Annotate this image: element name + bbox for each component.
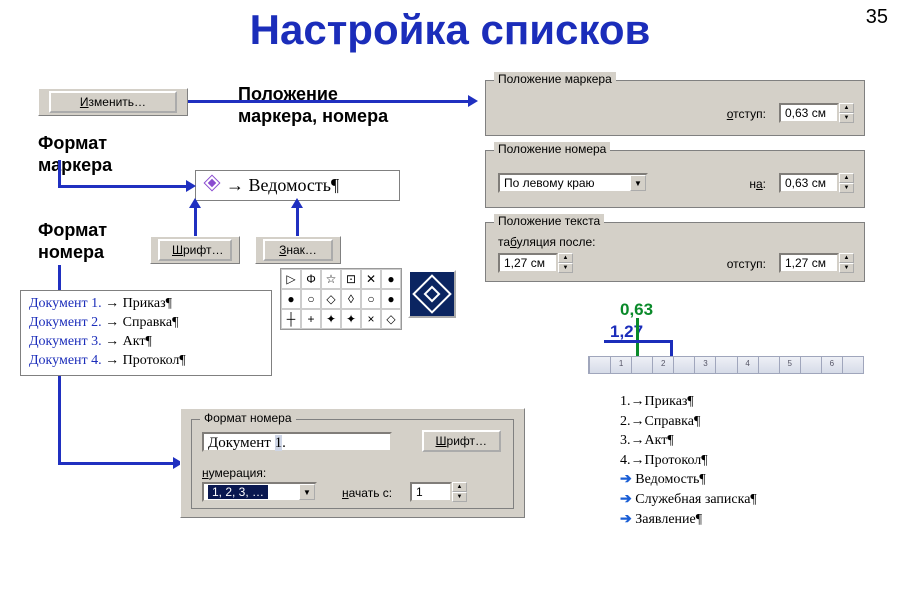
diamond-icon <box>204 175 221 192</box>
char-button[interactable]: Знак… <box>263 239 333 261</box>
group-number-position: Положение номера По левому краю▼ на: 0,6… <box>485 150 865 208</box>
list-item: Документ 3. → Акт¶ <box>29 333 263 352</box>
edit-button[interactable]: ИИзменить…зменить… <box>49 91 177 113</box>
on-label: на: <box>749 177 766 191</box>
label-format-marker: Формат маркера <box>38 133 112 176</box>
list-item: Документ 2. → Справка¶ <box>29 314 263 333</box>
group-text-position: Положение текста табуляция после: 1,27 с… <box>485 222 865 282</box>
selected-char-preview <box>408 270 456 318</box>
blue-bracket-h <box>604 340 672 343</box>
green-marker <box>636 318 639 358</box>
start-label: начать с: <box>342 486 392 500</box>
group-marker-position: Положение маркера отступ: 0,63 см ▲▼ <box>485 80 865 136</box>
font-button-2[interactable]: Шрифт… <box>422 430 501 452</box>
sample-bullet-line: → Ведомость¶ <box>195 170 400 201</box>
numbering-select[interactable]: 1, 2, 3, …▼ <box>202 482 317 502</box>
start-spinner[interactable]: 1 ▲▼ <box>410 482 467 502</box>
group-title: Положение маркера <box>494 72 616 86</box>
label-format-number: Формат номера <box>38 220 107 263</box>
arrow-v1 <box>58 160 61 188</box>
align-select[interactable]: По левому краю▼ <box>498 173 648 193</box>
number-on-spinner[interactable]: 0,63 см ▲▼ <box>779 173 854 193</box>
text-indent-spinner[interactable]: 1,27 см ▲▼ <box>779 253 854 273</box>
list-item: Документ 4. → Протокол¶ <box>29 352 263 371</box>
number-format-sample[interactable]: Документ 1. <box>202 432 392 452</box>
document-list: Документ 1. → Приказ¶ Документ 2. → Спра… <box>20 290 272 376</box>
numbering-label: нумерация: <box>202 466 266 480</box>
numbered-preview-list: 1.→Приказ¶ 2.→Справка¶ 3.→Акт¶ 4.→Проток… <box>620 392 757 529</box>
arrow-char-up <box>296 208 299 236</box>
tab-after-spinner[interactable]: 1,27 см ▲▼ <box>498 253 573 273</box>
arrow-font-up <box>194 208 197 236</box>
arrow-h1 <box>58 185 186 188</box>
panel-number-format: Формат номера Документ 1. Шрифт… нумерац… <box>180 408 525 518</box>
font-button[interactable]: Шрифт… <box>158 239 232 261</box>
marker-indent-spinner[interactable]: 0,63 см ▲▼ <box>779 103 854 123</box>
character-grid[interactable]: ▷Φ☆⊡✕● ●○◇◊○● ┼+✦✦×◇ <box>280 268 402 330</box>
group-title: Положение текста <box>494 214 604 228</box>
group-title: Формат номера <box>200 411 296 425</box>
list-item: Документ 1. → Приказ¶ <box>29 295 263 314</box>
ruler-value-1: 0,63 <box>620 300 653 320</box>
label-position: Положение маркера, номера <box>238 84 388 127</box>
slide-title: Настройка списков <box>0 6 900 54</box>
indent-label: отступ: <box>727 107 766 121</box>
arrow-fmtnum-h <box>58 462 173 465</box>
ruler: 123456 <box>588 356 864 374</box>
group-title: Положение номера <box>494 142 610 156</box>
tab-after-label: табуляция после: <box>498 235 595 249</box>
text-indent-label: отступ: <box>727 257 766 271</box>
